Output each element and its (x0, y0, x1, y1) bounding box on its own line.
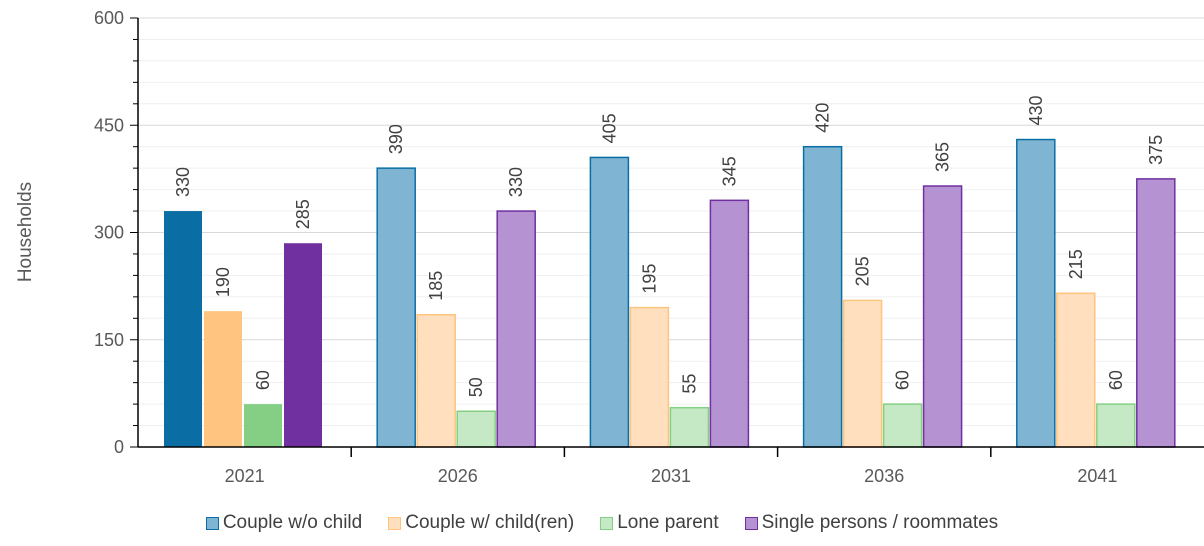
bar-chart: 0 150 300 450 600 2021 330 190 60 285 2026 390 185 50… (15, 8, 1204, 486)
legend: Couple w/o child Couple w/ child(ren) Lone… (0, 512, 1204, 534)
data-label: 420 (813, 103, 833, 133)
data-label: 185 (426, 271, 446, 301)
bar (164, 211, 202, 447)
data-label: 190 (213, 267, 233, 297)
bar (496, 210, 536, 448)
y-tick-label: 600 (94, 8, 124, 28)
legend-label: Single persons / roommates (761, 512, 999, 533)
legend-swatch (744, 516, 758, 530)
data-label: 430 (1026, 96, 1046, 126)
bar (589, 156, 630, 448)
legend-item: Single persons / roommates (744, 512, 999, 534)
data-label: 345 (719, 156, 739, 186)
x-tick-label: 2041 (1077, 466, 1117, 486)
bar (882, 403, 923, 448)
data-label: 60 (893, 370, 913, 390)
data-label: 60 (253, 370, 273, 390)
data-label: 60 (1106, 370, 1126, 390)
bar (1136, 178, 1176, 448)
legend-label: Couple w/o child (222, 512, 363, 533)
bar (244, 404, 282, 447)
y-tick-label: 150 (94, 330, 124, 350)
legend-item: Couple w/ child(ren) (388, 512, 574, 534)
legend-label: Couple w/ child(ren) (405, 512, 575, 533)
data-label: 215 (1066, 249, 1086, 279)
y-tick-label: 450 (94, 115, 124, 135)
data-label: 50 (466, 377, 486, 397)
y-axis-title: Households (15, 182, 36, 282)
x-tick-label: 2036 (864, 466, 904, 486)
bar (669, 406, 710, 448)
x-tick-label: 2026 (438, 466, 478, 486)
bar (376, 167, 416, 448)
data-label: 285 (293, 199, 313, 229)
legend-swatch (388, 516, 402, 530)
bar (922, 185, 963, 448)
legend-item: Couple w/o child (205, 512, 363, 534)
bar (1056, 292, 1096, 448)
bar (416, 313, 456, 448)
bar (842, 299, 883, 448)
bar (629, 306, 670, 448)
bar (204, 311, 242, 447)
bar (284, 243, 322, 447)
y-tick-label: 0 (114, 437, 124, 457)
data-label: 390 (386, 124, 406, 154)
x-tick-label: 2031 (651, 466, 691, 486)
data-label: 330 (173, 167, 193, 197)
data-label: 205 (853, 256, 873, 286)
legend-item: Lone parent (600, 512, 719, 534)
bar (456, 410, 496, 448)
data-label: 365 (933, 142, 953, 172)
bar (802, 145, 843, 448)
data-label: 330 (506, 167, 526, 197)
data-label: 55 (679, 374, 699, 394)
legend-swatch (205, 516, 219, 530)
legend-swatch (600, 516, 614, 530)
bar (709, 199, 750, 448)
y-tick-label: 300 (94, 223, 124, 243)
legend-label: Lone parent (617, 512, 719, 533)
data-label: 375 (1146, 135, 1166, 165)
data-label: 195 (639, 264, 659, 294)
x-tick-label: 2021 (225, 466, 265, 486)
bar (1096, 403, 1136, 448)
bar (1016, 138, 1056, 448)
data-label: 405 (599, 113, 619, 143)
